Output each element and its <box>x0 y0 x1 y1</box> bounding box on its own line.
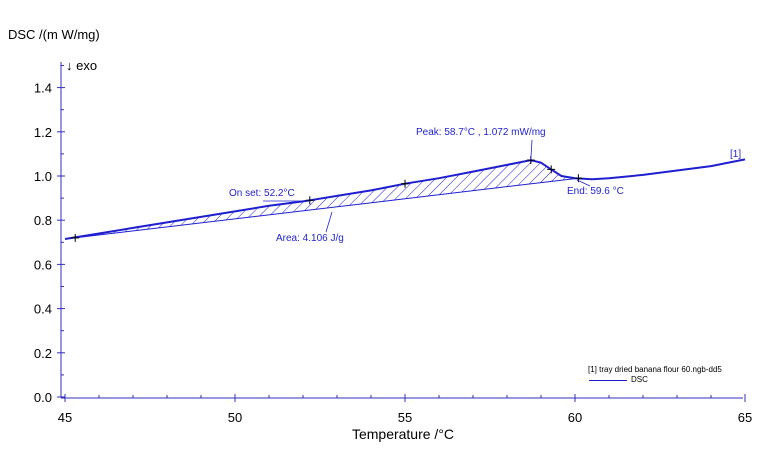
end-leader <box>576 179 591 187</box>
y-tick-label-0.6: 0.6 <box>34 257 52 272</box>
x-axis-label: Temperature /°C <box>0 426 768 442</box>
y-tick-label-1.0: 1.0 <box>34 169 52 184</box>
x-tick-label-60: 60 <box>568 410 582 425</box>
x-tick-label-65: 65 <box>738 410 752 425</box>
integrated-area-hatch <box>65 160 579 239</box>
peak-leader <box>530 139 533 161</box>
area-leader <box>325 211 333 233</box>
y-tick-label-0.0: 0.0 <box>34 390 52 405</box>
area-annotation: Area: 4.106 J/g <box>276 233 344 244</box>
x-tick-label-50: 50 <box>228 410 242 425</box>
legend-file-label: [1] tray dried banana flour 60.ngb-dd5 <box>588 365 722 374</box>
y-tick-label-0.4: 0.4 <box>34 302 52 317</box>
baseline-line <box>64 177 579 240</box>
end-annotation: End: 59.6 °C <box>567 186 624 197</box>
y-tick-label-0.2: 0.2 <box>34 346 52 361</box>
dsc-curve <box>64 158 746 240</box>
legend-dsc-label: DSC <box>631 375 648 384</box>
exo-direction-label: ↓ exo <box>66 58 98 73</box>
peak-annotation: Peak: 58.7°C , 1.072 mW/mg <box>416 127 546 138</box>
x-axis-label-text: Temperature /°C <box>351 426 455 442</box>
y-tick-label-0.8: 0.8 <box>34 213 52 228</box>
x-tick-label-45: 45 <box>58 410 72 425</box>
series-tag: [1] <box>730 149 742 160</box>
legend-dsc-line <box>589 380 627 381</box>
onset-annotation: On set: 52.2°C <box>229 188 295 199</box>
y-axis-label: DSC /(m W/mg) <box>8 27 100 42</box>
x-tick-label-55: 55 <box>398 410 412 425</box>
y-tick-label-1.4: 1.4 <box>34 81 52 96</box>
y-tick-label-1.2: 1.2 <box>34 125 52 140</box>
